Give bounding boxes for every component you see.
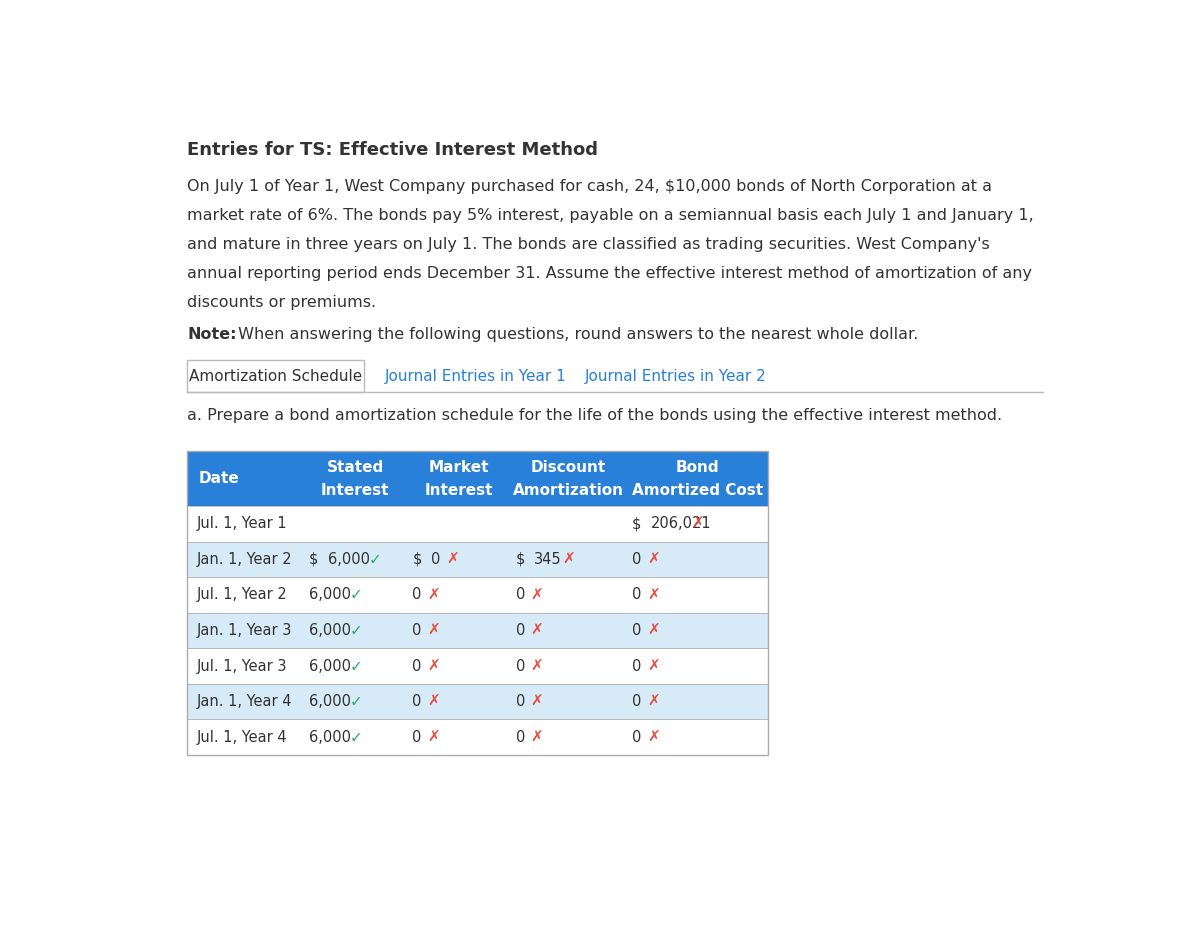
- Text: 0: 0: [632, 552, 641, 567]
- Text: $: $: [413, 552, 421, 567]
- Text: Interest: Interest: [425, 483, 493, 498]
- Bar: [187, 541, 768, 577]
- Text: 0: 0: [632, 730, 641, 745]
- Text: Date: Date: [198, 471, 239, 486]
- Text: 6,000: 6,000: [328, 552, 370, 567]
- Text: ✓: ✓: [350, 694, 362, 709]
- Text: ✗: ✗: [530, 658, 544, 673]
- Text: ✗: ✗: [530, 623, 544, 638]
- Text: Entries for TS: Effective Interest Method: Entries for TS: Effective Interest Metho…: [187, 141, 599, 158]
- Text: 6,000: 6,000: [310, 730, 352, 745]
- Text: Journal Entries in Year 2: Journal Entries in Year 2: [584, 369, 767, 384]
- Text: ✓: ✓: [350, 623, 362, 638]
- Text: 0: 0: [632, 694, 641, 709]
- Text: ✗: ✗: [427, 694, 440, 709]
- Text: Stated: Stated: [326, 460, 384, 475]
- Text: discounts or premiums.: discounts or premiums.: [187, 294, 377, 309]
- Text: ✗: ✗: [427, 658, 440, 673]
- Text: ✓: ✓: [368, 552, 382, 567]
- Text: Discount: Discount: [530, 460, 606, 475]
- Text: 6,000: 6,000: [310, 623, 352, 638]
- Text: Jan. 1, Year 2: Jan. 1, Year 2: [197, 552, 292, 567]
- Text: 0: 0: [632, 587, 641, 603]
- Text: When answering the following questions, round answers to the nearest whole dolla: When answering the following questions, …: [233, 326, 918, 341]
- Text: 0: 0: [632, 658, 641, 673]
- Text: $: $: [310, 552, 318, 567]
- Bar: [187, 506, 768, 541]
- Text: and mature in three years on July 1. The bonds are classified as trading securit: and mature in three years on July 1. The…: [187, 237, 990, 252]
- Text: annual reporting period ends December 31. Assume the effective interest method o: annual reporting period ends December 31…: [187, 266, 1032, 281]
- Text: 0: 0: [413, 587, 421, 603]
- Text: Market: Market: [428, 460, 488, 475]
- Text: ✗: ✗: [647, 623, 660, 638]
- Text: $: $: [632, 516, 641, 531]
- Text: 0: 0: [431, 552, 440, 567]
- Text: ✗: ✗: [530, 694, 544, 709]
- Text: Jul. 1, Year 3: Jul. 1, Year 3: [197, 658, 287, 673]
- Bar: [187, 451, 768, 755]
- Text: 0: 0: [413, 694, 421, 709]
- Text: ✓: ✓: [350, 730, 362, 745]
- Text: 0: 0: [516, 587, 526, 603]
- Bar: [187, 577, 768, 613]
- Text: Note:: Note:: [187, 326, 236, 341]
- Text: 0: 0: [516, 694, 526, 709]
- Bar: [187, 451, 768, 506]
- Text: Amortization Schedule: Amortization Schedule: [188, 369, 362, 384]
- Text: Journal Entries in Year 1: Journal Entries in Year 1: [385, 369, 566, 384]
- Text: Amortized Cost: Amortized Cost: [632, 483, 763, 498]
- Text: Jul. 1, Year 4: Jul. 1, Year 4: [197, 730, 287, 745]
- Text: ✗: ✗: [647, 552, 660, 567]
- Text: ✗: ✗: [427, 730, 440, 745]
- Bar: [187, 684, 768, 720]
- Text: 345: 345: [534, 552, 562, 567]
- Text: 0: 0: [413, 658, 421, 673]
- Text: 0: 0: [413, 730, 421, 745]
- Bar: [187, 648, 768, 684]
- Text: Jan. 1, Year 4: Jan. 1, Year 4: [197, 694, 292, 709]
- Text: 0: 0: [516, 658, 526, 673]
- Text: ✗: ✗: [647, 730, 660, 745]
- Text: ✗: ✗: [446, 552, 458, 567]
- Bar: [187, 613, 768, 648]
- Text: Interest: Interest: [320, 483, 389, 498]
- Text: On July 1 of Year 1, West Company purchased for cash, 24, $10,000 bonds of North: On July 1 of Year 1, West Company purcha…: [187, 178, 992, 193]
- Text: 0: 0: [516, 730, 526, 745]
- Text: $: $: [516, 552, 526, 567]
- Text: 6,000: 6,000: [310, 587, 352, 603]
- Text: 0: 0: [632, 623, 641, 638]
- Text: 206,021: 206,021: [650, 516, 712, 531]
- Text: 0: 0: [516, 623, 526, 638]
- Text: ✓: ✓: [350, 658, 362, 673]
- Bar: [187, 720, 768, 755]
- Text: ✗: ✗: [647, 587, 660, 603]
- Text: Jul. 1, Year 2: Jul. 1, Year 2: [197, 587, 287, 603]
- Bar: [187, 360, 364, 392]
- Text: ✗: ✗: [427, 587, 440, 603]
- Text: a. Prepare a bond amortization schedule for the life of the bonds using the effe: a. Prepare a bond amortization schedule …: [187, 408, 1002, 423]
- Text: ✗: ✗: [647, 694, 660, 709]
- Text: ✗: ✗: [427, 623, 440, 638]
- Text: market rate of 6%. The bonds pay 5% interest, payable on a semiannual basis each: market rate of 6%. The bonds pay 5% inte…: [187, 207, 1034, 223]
- Text: 0: 0: [413, 623, 421, 638]
- Text: Jan. 1, Year 3: Jan. 1, Year 3: [197, 623, 292, 638]
- Text: ✓: ✓: [350, 587, 362, 603]
- Text: Amortization: Amortization: [512, 483, 624, 498]
- Text: Bond: Bond: [676, 460, 719, 475]
- Text: ✗: ✗: [530, 587, 544, 603]
- Text: ✗: ✗: [530, 730, 544, 745]
- Text: ✗: ✗: [647, 658, 660, 673]
- Text: ✗: ✗: [562, 552, 575, 567]
- Text: ✗: ✗: [691, 516, 704, 531]
- Text: Jul. 1, Year 1: Jul. 1, Year 1: [197, 516, 287, 531]
- Text: 6,000: 6,000: [310, 658, 352, 673]
- Text: 6,000: 6,000: [310, 694, 352, 709]
